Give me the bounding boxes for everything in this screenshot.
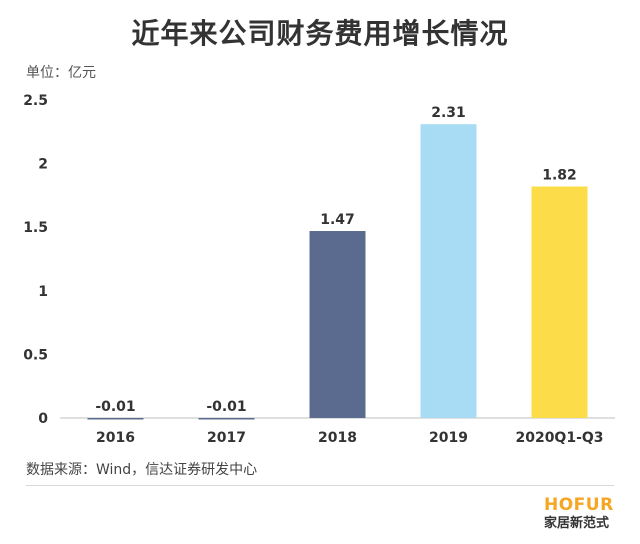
y-tick-label: 1.5 <box>23 220 48 236</box>
footer-divider <box>26 485 614 486</box>
data-label: 2.31 <box>431 105 466 121</box>
bar-chart: 0 0.5 1 1.5 2 2.5 -0.01 2016 -0.01 2017 1.47 2018 2.… <box>23 93 615 446</box>
logo-tagline: 家居新范式 <box>544 516 610 531</box>
x-tick-label: 2018 <box>318 430 357 446</box>
brand-logo: HOFUR 家居新范式 <box>544 496 614 534</box>
x-tick-label: 2017 <box>207 430 246 446</box>
logo-wordmark: HOFUR <box>544 495 614 515</box>
bar <box>309 231 366 418</box>
data-label: 1.82 <box>542 167 577 183</box>
x-tick-label: 2016 <box>96 430 135 446</box>
data-label: 1.47 <box>320 212 355 228</box>
chart-title: 近年来公司财务费用增长情况 <box>131 17 509 50</box>
y-tick-label: 2 <box>38 157 48 173</box>
y-tick-label: 0.5 <box>23 347 48 363</box>
source-note: 数据来源：Wind，信达证券研发中心 <box>26 462 258 478</box>
bar <box>420 124 477 418</box>
y-tick-label: 1 <box>38 284 48 300</box>
data-label: -0.01 <box>95 399 135 415</box>
y-tick-label: 2.5 <box>23 93 48 109</box>
data-label: -0.01 <box>206 399 246 415</box>
bar <box>87 418 144 420</box>
bar <box>531 186 588 418</box>
unit-label: 单位：亿元 <box>26 65 96 81</box>
y-tick-label: 0 <box>38 411 48 427</box>
x-tick-label: 2019 <box>429 430 468 446</box>
bar <box>198 418 255 420</box>
x-tick-label: 2020Q1-Q3 <box>515 430 603 446</box>
